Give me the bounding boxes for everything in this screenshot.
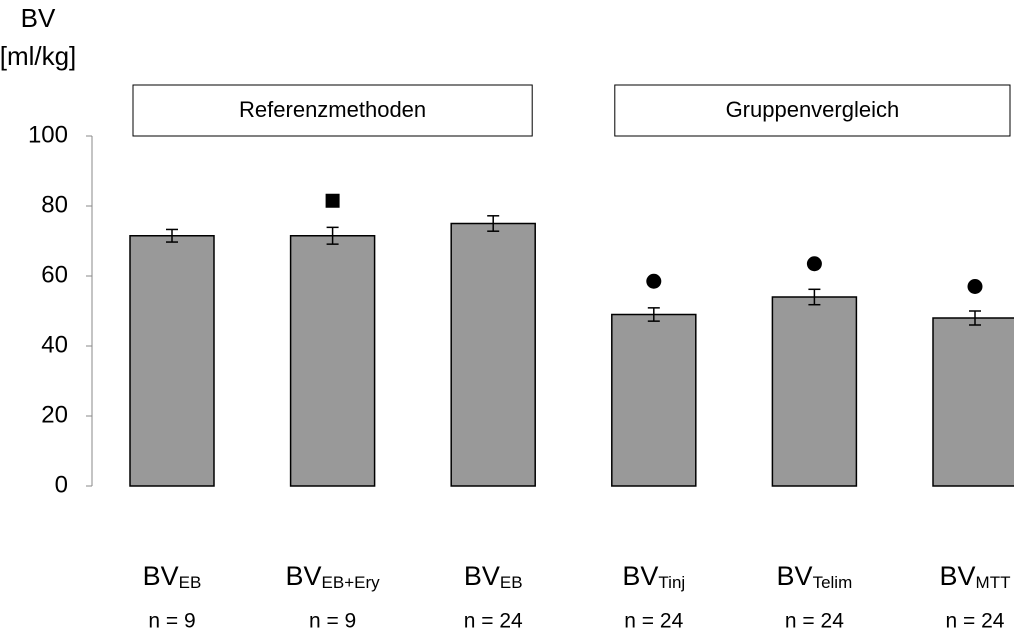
group-box — [132, 84, 533, 137]
y-tick-label: 40 — [41, 331, 68, 358]
category-sub: MTT — [976, 573, 1011, 592]
n-label: n = 9 — [309, 610, 356, 633]
category-sub: Tinj — [658, 573, 685, 592]
x-tick-label: BVEB — [464, 561, 523, 592]
n-label: n = 24 — [785, 610, 844, 633]
bar — [450, 222, 536, 487]
y-axis-unit: [ml/kg] — [0, 41, 76, 71]
y-axis-title: BV — [21, 3, 56, 33]
x-tick-label: BVMTT — [940, 561, 1011, 592]
error-bar — [326, 226, 339, 245]
error-bar — [969, 310, 981, 326]
category-main: BV — [143, 561, 179, 591]
error-bar — [166, 228, 178, 243]
bar — [932, 317, 1014, 487]
n-label: n = 24 — [624, 610, 683, 633]
group-box — [614, 84, 1011, 137]
y-tick-label: 20 — [41, 401, 68, 428]
category-main: BV — [777, 561, 813, 591]
category-main: BV — [940, 561, 976, 591]
marker-circle — [806, 256, 822, 272]
marker-square — [325, 193, 340, 208]
x-tick-label: BVEB — [143, 561, 202, 592]
bar — [771, 296, 858, 487]
category-main: BV — [464, 561, 500, 591]
category-sub: EB — [179, 573, 202, 592]
n-label: n = 24 — [946, 610, 1005, 633]
x-tick-label: BVTinj — [622, 561, 685, 592]
error-bar — [808, 288, 821, 306]
bar — [289, 235, 376, 487]
error-bar — [487, 215, 500, 232]
y-tick-label: 60 — [41, 261, 68, 288]
group-label: Gruppenvergleich — [726, 97, 900, 122]
error-bar — [647, 307, 660, 322]
y-tick-label: 100 — [28, 121, 68, 148]
category-sub: EB — [500, 573, 523, 592]
marker-circle — [967, 279, 983, 294]
category-sub: Telim — [813, 573, 853, 592]
group-label: Referenzmethoden — [239, 97, 426, 122]
category-main: BV — [286, 561, 322, 591]
y-tick-label: 80 — [41, 191, 68, 218]
y-tick-label: 0 — [55, 471, 68, 498]
n-label: n = 24 — [464, 610, 523, 633]
bar — [611, 313, 697, 487]
marker-circle — [646, 273, 662, 289]
category-sub: EB+Ery — [322, 573, 381, 592]
x-tick-label: BVEB+Ery — [286, 561, 381, 592]
bar — [129, 235, 215, 487]
n-label: n = 9 — [148, 610, 195, 633]
x-tick-label: BVTelim — [777, 561, 853, 592]
category-main: BV — [622, 561, 658, 591]
